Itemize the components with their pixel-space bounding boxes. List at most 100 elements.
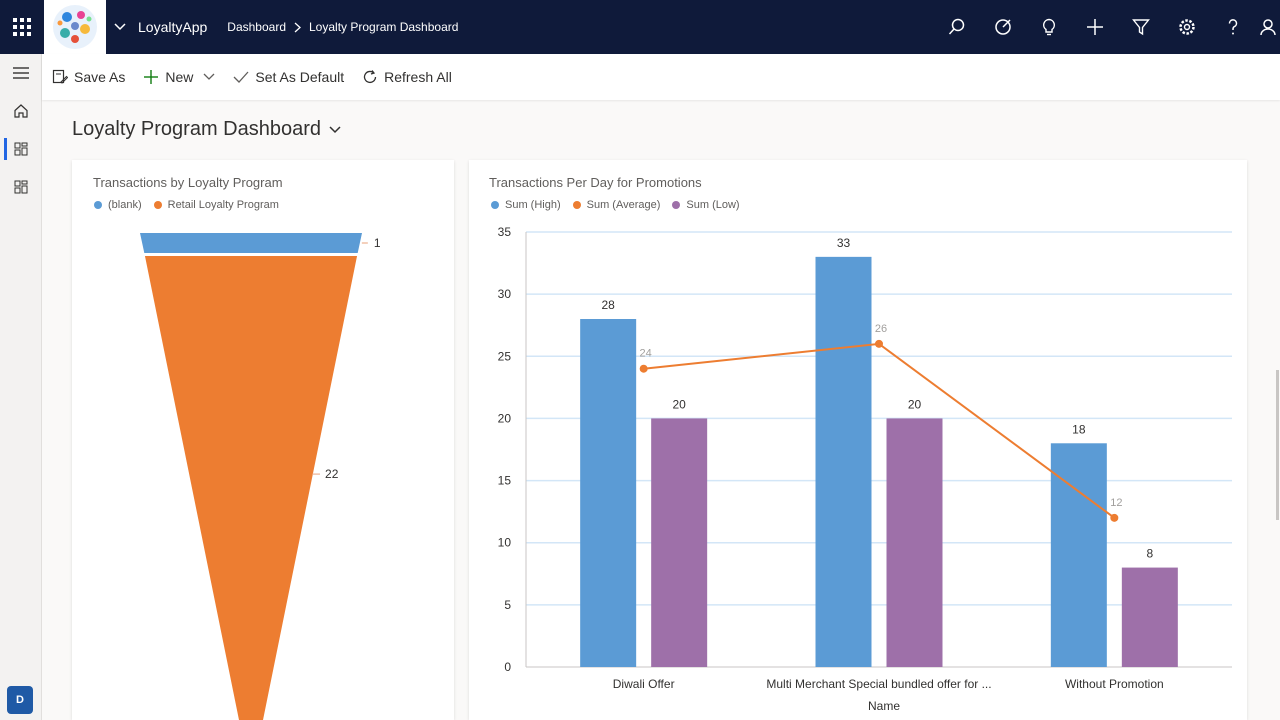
line-data-label: 26 — [875, 323, 887, 335]
app-name[interactable]: LoyaltyApp — [138, 19, 208, 35]
line-data-label: 12 — [1110, 497, 1122, 509]
average-point[interactable] — [1110, 513, 1119, 522]
breadcrumb-current[interactable]: Loyalty Program Dashboard — [309, 20, 459, 34]
rail-item-dashboards[interactable] — [0, 130, 42, 168]
save-as-button[interactable]: Save As — [52, 69, 125, 85]
bar-data-label: 28 — [601, 298, 615, 312]
chevron-down-icon — [114, 23, 126, 31]
filter-icon — [1132, 19, 1150, 36]
bar-sum-high[interactable] — [815, 256, 872, 667]
refresh-all-button[interactable]: Refresh All — [362, 69, 452, 85]
person-icon — [1260, 19, 1276, 36]
plus-icon — [1087, 19, 1103, 35]
waffle-icon — [13, 18, 31, 36]
dashboard-selector[interactable]: Loyalty Program Dashboard — [72, 118, 341, 141]
chevron-down-icon — [329, 125, 341, 133]
funnel-legend: (blank) Retail Loyalty Program — [94, 199, 291, 211]
bar-data-label: 18 — [1072, 422, 1086, 436]
average-point[interactable] — [875, 339, 883, 348]
set-as-default-label: Set As Default — [255, 69, 345, 85]
target-icon — [995, 19, 1011, 35]
y-tick-label: 5 — [504, 598, 511, 612]
help-icon — [1228, 19, 1238, 35]
legend-label: (blank) — [108, 199, 142, 211]
left-navigation-rail: D — [0, 54, 42, 720]
refresh-all-label: Refresh All — [384, 69, 452, 85]
plus-icon — [144, 70, 159, 84]
legend-swatch — [153, 201, 162, 209]
help-button[interactable] — [1210, 0, 1256, 54]
search-button[interactable] — [934, 0, 980, 54]
y-tick-label: 30 — [498, 287, 512, 301]
set-as-default-button[interactable]: Set As Default — [233, 69, 344, 85]
legend-item-sum-low[interactable]: Sum (Low) — [672, 199, 740, 211]
page-title: Loyalty Program Dashboard — [72, 118, 322, 140]
filter-button[interactable] — [1118, 0, 1164, 54]
new-label: New — [165, 69, 194, 85]
legend-swatch — [572, 201, 581, 209]
legend-item-blank[interactable]: (blank) — [94, 199, 142, 211]
top-nav-bar: LoyaltyApp Dashboard Loyalty Program Das… — [0, 0, 1280, 54]
bar-sum-low[interactable] — [886, 418, 943, 667]
bar-data-label: 8 — [1146, 547, 1153, 561]
lightbulb-icon — [1042, 18, 1056, 36]
funnel-chart-title: Transactions by Loyalty Program — [93, 175, 283, 190]
search-icon — [948, 18, 965, 35]
gear-icon — [1179, 19, 1195, 35]
funnel-data-label-blank: 1 — [374, 236, 381, 250]
legend-label: Sum (Low) — [686, 199, 740, 211]
save-as-label: Save As — [74, 69, 126, 85]
entity-icon — [14, 180, 28, 194]
dashboard-icon — [14, 142, 28, 156]
app-launcher-button[interactable] — [0, 0, 44, 54]
rail-item-entities[interactable] — [0, 168, 42, 206]
funnel-segment-blank[interactable] — [140, 233, 362, 253]
ideas-button[interactable] — [1026, 0, 1072, 54]
command-bar: Save As New Set As Default Refresh All — [42, 54, 1280, 100]
task-flow-button[interactable] — [980, 0, 1026, 54]
x-tick-label: Multi Merchant Special bundled offer for… — [766, 677, 991, 691]
bar-data-label: 20 — [908, 397, 922, 411]
scrollbar-thumb[interactable] — [1276, 370, 1279, 520]
x-tick-label: Without Promotion — [1065, 677, 1164, 691]
line-data-label: 24 — [640, 348, 652, 360]
app-switcher-chevron[interactable] — [106, 0, 134, 54]
legend-label: Retail Loyalty Program — [167, 199, 279, 211]
x-axis-title: Name — [868, 699, 900, 713]
promotions-chart-card: Transactions Per Day for Promotions Sum … — [469, 160, 1247, 720]
average-point[interactable] — [639, 364, 648, 373]
y-tick-label: 25 — [498, 349, 512, 363]
breadcrumb-dashboard[interactable]: Dashboard — [227, 20, 286, 34]
checkmark-icon — [233, 71, 249, 83]
save-as-icon — [52, 69, 68, 84]
legend-item-sum-high[interactable]: Sum (High) — [491, 199, 561, 211]
new-button[interactable]: New — [143, 69, 215, 85]
bar-sum-low[interactable] — [651, 418, 708, 667]
promotions-chart-title: Transactions Per Day for Promotions — [489, 175, 702, 190]
bar-sum-low[interactable] — [1121, 567, 1178, 667]
menu-toggle-button[interactable] — [0, 54, 42, 92]
legend-item-sum-average[interactable]: Sum (Average) — [572, 199, 660, 211]
chevron-down-icon[interactable] — [203, 73, 215, 81]
x-tick-label: Diwali Offer — [613, 677, 675, 691]
hamburger-icon — [13, 67, 29, 79]
area-switcher-avatar[interactable]: D — [7, 686, 33, 714]
account-button[interactable] — [1256, 0, 1280, 54]
average-line — [643, 342, 1115, 519]
bar-data-label: 20 — [672, 397, 686, 411]
new-item-button[interactable] — [1072, 0, 1118, 54]
globe-logo-icon — [53, 5, 97, 49]
app-logo[interactable] — [44, 0, 106, 54]
settings-button[interactable] — [1164, 0, 1210, 54]
legend-label: Sum (High) — [505, 199, 561, 211]
legend-swatch — [491, 201, 499, 209]
legend-item-retail[interactable]: Retail Loyalty Program — [153, 199, 279, 211]
y-tick-label: 0 — [504, 660, 511, 674]
funnel-segment-retail[interactable] — [144, 256, 358, 720]
funnel-chart-card: Transactions by Loyalty Program (blank) … — [72, 160, 454, 720]
bar-sum-high[interactable] — [580, 319, 637, 667]
bar-sum-high[interactable] — [1050, 443, 1107, 667]
home-icon — [14, 104, 28, 118]
funnel-data-label-retail: 22 — [325, 467, 339, 481]
rail-item-home[interactable] — [0, 92, 42, 130]
